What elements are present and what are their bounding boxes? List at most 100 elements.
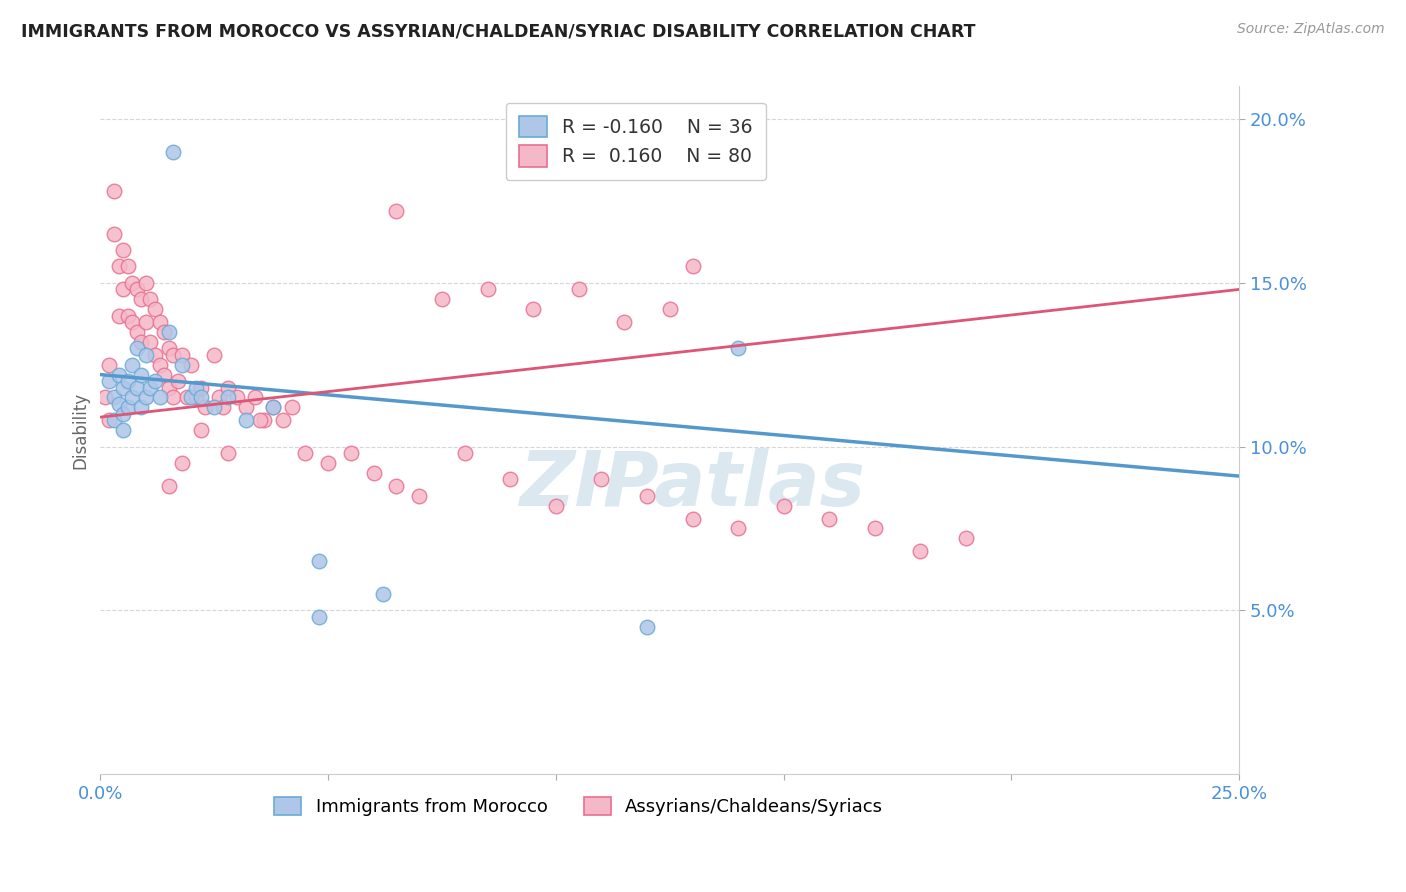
Text: Source: ZipAtlas.com: Source: ZipAtlas.com <box>1237 22 1385 37</box>
Point <box>190 423 212 437</box>
Point <box>271 413 294 427</box>
Point <box>143 374 166 388</box>
Point <box>117 309 139 323</box>
Point <box>172 348 194 362</box>
Point <box>107 368 129 382</box>
Point <box>308 610 330 624</box>
Point <box>245 391 267 405</box>
Point <box>143 301 166 316</box>
Point <box>522 301 544 316</box>
Point <box>772 499 794 513</box>
Point <box>121 391 143 405</box>
Point <box>172 456 194 470</box>
Point <box>157 479 180 493</box>
Point <box>658 301 681 316</box>
Point <box>143 348 166 362</box>
Point <box>135 391 157 405</box>
Point <box>863 521 886 535</box>
Point <box>235 413 257 427</box>
Point <box>131 292 153 306</box>
Point <box>112 381 135 395</box>
Point <box>477 282 499 296</box>
Point <box>148 315 170 329</box>
Point <box>636 620 658 634</box>
Point <box>202 348 225 362</box>
Point <box>125 342 148 356</box>
Point <box>385 203 408 218</box>
Point <box>190 381 212 395</box>
Point <box>454 446 477 460</box>
Point <box>157 325 180 339</box>
Point <box>235 401 257 415</box>
Point <box>591 472 613 486</box>
Point <box>112 423 135 437</box>
Point <box>166 374 188 388</box>
Point <box>107 309 129 323</box>
Point <box>107 397 129 411</box>
Point <box>148 358 170 372</box>
Point <box>385 479 408 493</box>
Point <box>176 391 198 405</box>
Point <box>727 342 749 356</box>
Point <box>139 381 162 395</box>
Point <box>121 315 143 329</box>
Point <box>430 292 453 306</box>
Point <box>135 276 157 290</box>
Point <box>316 456 339 470</box>
Point <box>98 374 121 388</box>
Point <box>190 391 212 405</box>
Point <box>103 413 125 427</box>
Point <box>613 315 636 329</box>
Text: ZIPatlas: ZIPatlas <box>520 449 866 522</box>
Point <box>180 358 202 372</box>
Point <box>157 342 180 356</box>
Point <box>125 325 148 339</box>
Point <box>103 227 125 241</box>
Point <box>408 489 430 503</box>
Point <box>121 276 143 290</box>
Point <box>98 358 121 372</box>
Point <box>818 511 841 525</box>
Point <box>94 391 117 405</box>
Point <box>135 315 157 329</box>
Point <box>226 391 249 405</box>
Point <box>103 184 125 198</box>
Point <box>253 413 276 427</box>
Point <box>340 446 363 460</box>
Point <box>162 391 184 405</box>
Point <box>212 401 235 415</box>
Point <box>135 348 157 362</box>
Point <box>125 282 148 296</box>
Point <box>117 401 139 415</box>
Point <box>184 391 207 405</box>
Point <box>363 466 385 480</box>
Point <box>217 381 239 395</box>
Point <box>955 531 977 545</box>
Point <box>544 499 567 513</box>
Point <box>121 358 143 372</box>
Point <box>180 391 202 405</box>
Point <box>139 334 162 349</box>
Point <box>131 401 153 415</box>
Point <box>139 292 162 306</box>
Point <box>103 391 125 405</box>
Point <box>682 511 704 525</box>
Point <box>153 368 176 382</box>
Point <box>208 391 231 405</box>
Point <box>131 334 153 349</box>
Point <box>153 325 176 339</box>
Point <box>148 391 170 405</box>
Point <box>117 374 139 388</box>
Point <box>98 413 121 427</box>
Point <box>249 413 271 427</box>
Point <box>262 401 284 415</box>
Point <box>112 243 135 257</box>
Point <box>294 446 316 460</box>
Point <box>162 348 184 362</box>
Point <box>162 145 184 159</box>
Y-axis label: Disability: Disability <box>72 392 89 469</box>
Point <box>202 401 225 415</box>
Point <box>112 407 135 421</box>
Point <box>172 358 194 372</box>
Point <box>682 260 704 274</box>
